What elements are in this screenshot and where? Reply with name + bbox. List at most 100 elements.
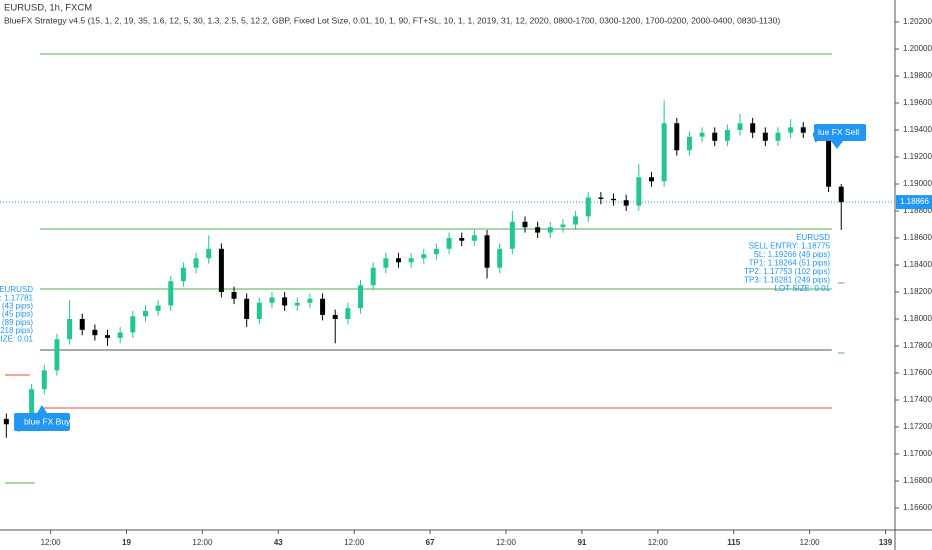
candle-body — [117, 332, 123, 338]
candle-body — [79, 318, 85, 330]
buy-info: (218 pips) — [0, 326, 33, 335]
candle-body — [168, 281, 174, 306]
candle-body — [218, 248, 224, 292]
candle-body — [497, 248, 503, 268]
y-tick-label: 1.18200 — [903, 287, 932, 296]
sell-label: lue FX Sell — [818, 127, 859, 137]
buy-info: 9 (45 pips) — [0, 310, 33, 319]
buy-info: SIZE: 0.01 — [0, 334, 34, 343]
x-tick-label: 12:00 — [648, 538, 669, 547]
x-tick-label: 12:00 — [344, 538, 365, 547]
sell-info: TP3: 1.16281 (249 pips) — [744, 276, 830, 285]
x-tick-label: 12:00 — [41, 538, 62, 547]
candle-body — [775, 132, 781, 141]
candle-body — [269, 297, 275, 303]
candle-body — [294, 302, 300, 306]
candle-body — [648, 177, 654, 182]
candle-body — [686, 136, 692, 151]
candle-body — [142, 310, 148, 317]
y-tick-label: 1.19800 — [903, 71, 932, 80]
buy-info: 2 (43 pips) — [0, 302, 33, 311]
candle-body — [750, 123, 756, 133]
candle-body — [282, 297, 288, 306]
candle-body — [737, 123, 743, 131]
candle-body — [762, 132, 768, 141]
x-tick-label: 67 — [426, 538, 435, 547]
candle-body — [3, 418, 9, 425]
y-tick-label: 1.17800 — [903, 341, 932, 350]
candle-body — [105, 335, 111, 338]
candle-body — [547, 227, 553, 233]
buy-label-box — [14, 413, 70, 431]
y-tick-label: 1.17000 — [903, 449, 932, 458]
x-tick-label: 91 — [577, 538, 586, 547]
candle-body — [244, 298, 250, 319]
candle-body — [522, 221, 528, 228]
candle-body — [395, 258, 401, 263]
y-tick-label: 1.20200 — [903, 17, 932, 26]
candle-body — [332, 314, 338, 319]
buy-info: 6 (89 pips) — [0, 318, 33, 327]
y-tick-label: 1.20000 — [903, 44, 932, 53]
x-tick-label: 12:00 — [192, 538, 213, 547]
y-tick-label: 1.18600 — [903, 233, 932, 242]
y-tick-label: 1.18800 — [903, 206, 932, 215]
candle-body — [231, 291, 237, 299]
candle-body — [699, 132, 705, 137]
candle-body — [826, 136, 832, 187]
x-tick-label: 139 — [879, 538, 893, 547]
y-tick-label: 1.18400 — [903, 260, 932, 269]
y-tick-label: 1.18000 — [903, 314, 932, 323]
last-price-label: 1.18866 — [900, 197, 929, 206]
x-tick-label: 12:00 — [496, 538, 517, 547]
candle-body — [92, 329, 98, 336]
last-price-tag — [896, 195, 932, 210]
sell-pointer — [831, 141, 843, 149]
buy-pointer — [37, 405, 47, 413]
candle-body — [459, 238, 465, 241]
candle-body — [788, 127, 794, 133]
candle-body — [193, 258, 199, 268]
candle-body — [598, 197, 604, 199]
candle-body — [560, 224, 566, 228]
candle-body — [421, 254, 427, 259]
candle-body — [320, 298, 326, 315]
sell-info: SELL ENTRY: 1.18775 — [749, 242, 831, 251]
chart-title: EURUSD, 1h, FXCM — [4, 3, 92, 14]
buy-info: Y: 1.17781 — [0, 293, 34, 302]
plot: 1.16600 1.16800 1.17000 1.17200 1.17400 1.176… — [0, 17, 932, 547]
y-tick-label: 1.17200 — [903, 422, 932, 431]
candle-body — [535, 227, 541, 233]
candle-body — [661, 123, 667, 182]
candle-body — [636, 177, 642, 206]
candle-body — [800, 127, 806, 133]
strategy-label: BlueFX Strategy v4.5 (15, 1, 2, 19, 35, … — [4, 15, 780, 25]
candle-body — [67, 318, 73, 340]
sell-info: TP1: 1.18264 (51 pips) — [749, 259, 831, 268]
candle-body — [345, 308, 351, 319]
sell-info: TP2: 1.17753 (102 pips) — [744, 267, 830, 276]
candle-body — [256, 302, 262, 319]
candle-body — [674, 123, 680, 151]
y-tick-label: 1.19000 — [903, 179, 932, 188]
y-tick-label: 1.19200 — [903, 152, 932, 161]
candle-body — [433, 248, 439, 255]
y-tick-label: 1.16600 — [903, 503, 932, 512]
sell-info: SL: 1.19266 (49 pips) — [754, 250, 831, 259]
candle-body — [471, 235, 477, 241]
candle-body — [130, 316, 136, 333]
candle-body — [408, 258, 414, 263]
buy-label: blue FX Buy — [24, 416, 71, 426]
y-tick-label: 1.19400 — [903, 125, 932, 134]
y-tick-label: 1.17600 — [903, 368, 932, 377]
candle-body — [307, 298, 313, 303]
candle-body — [41, 370, 47, 390]
candle-body — [724, 130, 730, 141]
sell-label-box — [814, 124, 866, 141]
candle-body — [611, 198, 617, 201]
candle-body — [712, 132, 718, 141]
y-tick-label: 1.19600 — [903, 98, 932, 107]
candle-body — [54, 339, 60, 371]
candle-body — [29, 389, 35, 419]
sell-info: LOT SIZE: 0.01 — [775, 284, 831, 293]
